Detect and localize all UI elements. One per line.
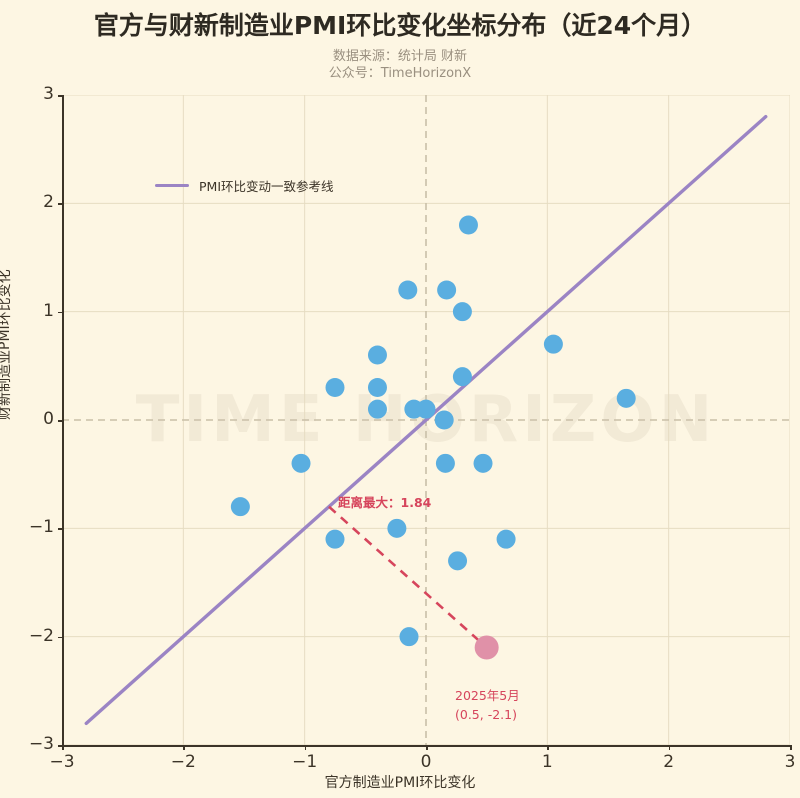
subtitle-block: 数据来源：统计局 财新 公众号：TimeHorizonX bbox=[0, 48, 800, 82]
x-tick-label: −1 bbox=[292, 752, 318, 772]
highlight-month: 2025年5月 bbox=[455, 688, 520, 703]
x-tick-mark bbox=[668, 745, 671, 750]
x-tick-mark bbox=[790, 745, 792, 750]
scatter-point bbox=[437, 280, 457, 300]
y-tick-mark bbox=[58, 528, 63, 530]
scatter-point bbox=[452, 367, 472, 387]
max-distance-label: 距离最大：1.84 bbox=[338, 495, 432, 510]
scatter-point bbox=[543, 334, 563, 354]
reference-line bbox=[84, 114, 768, 726]
max-distance-line bbox=[328, 505, 488, 649]
y-tick-mark bbox=[58, 203, 63, 205]
x-tick-mark bbox=[183, 745, 185, 750]
x-tick-mark bbox=[426, 745, 428, 750]
scatter-point bbox=[325, 529, 345, 549]
scatter-point bbox=[448, 551, 468, 571]
scatter-point bbox=[387, 518, 407, 538]
y-tick-mark bbox=[58, 311, 63, 314]
y-tick-label: −3 bbox=[28, 734, 54, 754]
scatter-point bbox=[452, 302, 472, 322]
legend: PMI环比变动一致参考线 bbox=[155, 176, 334, 195]
x-tick-mark bbox=[62, 745, 64, 750]
y-tick-label: −1 bbox=[28, 517, 54, 538]
highlight-coords: (0.5, -2.1) bbox=[455, 707, 517, 722]
scatter-point bbox=[434, 410, 454, 430]
y-tick-mark bbox=[58, 745, 63, 747]
scatter-points bbox=[230, 215, 636, 660]
y-tick-label: 3 bbox=[43, 84, 54, 104]
legend-label-reference-line: PMI环比变动一致参考线 bbox=[199, 179, 334, 194]
y-tick-mark bbox=[58, 95, 63, 97]
scatter-point bbox=[399, 627, 419, 647]
scatter-point bbox=[291, 453, 311, 473]
y-tick-label: −2 bbox=[28, 625, 54, 646]
account-line: 公众号：TimeHorizonX bbox=[328, 66, 472, 81]
x-tick-label: −3 bbox=[49, 752, 75, 772]
distance-line-segment bbox=[328, 505, 488, 649]
x-axis-title: 官方制造业PMI环比变化 bbox=[324, 775, 476, 791]
scatter-point bbox=[230, 497, 250, 517]
y-tick-mark bbox=[58, 636, 63, 639]
y-tick-mark bbox=[58, 420, 63, 422]
scatter-plot-svg bbox=[62, 95, 790, 745]
scatter-point bbox=[458, 215, 478, 235]
scatter-point bbox=[496, 529, 516, 549]
highlight-point-label: 2025年5月 (0.5, -2.1) bbox=[455, 686, 520, 724]
y-tick-label: 2 bbox=[43, 192, 54, 213]
x-tick-label: 1 bbox=[541, 752, 553, 772]
data-source-line: 数据来源：统计局 财新 bbox=[332, 49, 468, 64]
scatter-point bbox=[473, 453, 493, 473]
scatter-point bbox=[367, 345, 387, 365]
legend-swatch-reference-line bbox=[155, 184, 189, 187]
x-tick-label: −2 bbox=[170, 752, 196, 772]
scatter-point bbox=[325, 378, 345, 397]
x-tick-label: 2 bbox=[663, 752, 675, 772]
scatter-point bbox=[367, 378, 387, 397]
scatter-point bbox=[616, 388, 636, 408]
scatter-point bbox=[416, 399, 436, 419]
y-tick-label: 1 bbox=[43, 300, 54, 321]
scatter-point bbox=[398, 280, 418, 300]
x-tick-label: 0 bbox=[420, 752, 432, 772]
page-title: 官方与财新制造业PMI环比变化坐标分布（近24个月） bbox=[93, 11, 707, 40]
x-tick-mark bbox=[304, 745, 307, 750]
reference-line-segment bbox=[84, 114, 768, 726]
y-axis-title: 财新制造业PMI环比变化 bbox=[0, 269, 13, 420]
x-tick-label: 3 bbox=[784, 752, 796, 772]
y-tick-label: 0 bbox=[43, 409, 54, 429]
y-axis-ticks: −3 −2 −1 0 1 2 3 bbox=[8, 0, 54, 798]
scatter-point bbox=[435, 453, 455, 473]
scatter-point bbox=[474, 635, 499, 660]
x-tick-mark bbox=[547, 745, 549, 750]
scatter-point bbox=[367, 399, 387, 419]
